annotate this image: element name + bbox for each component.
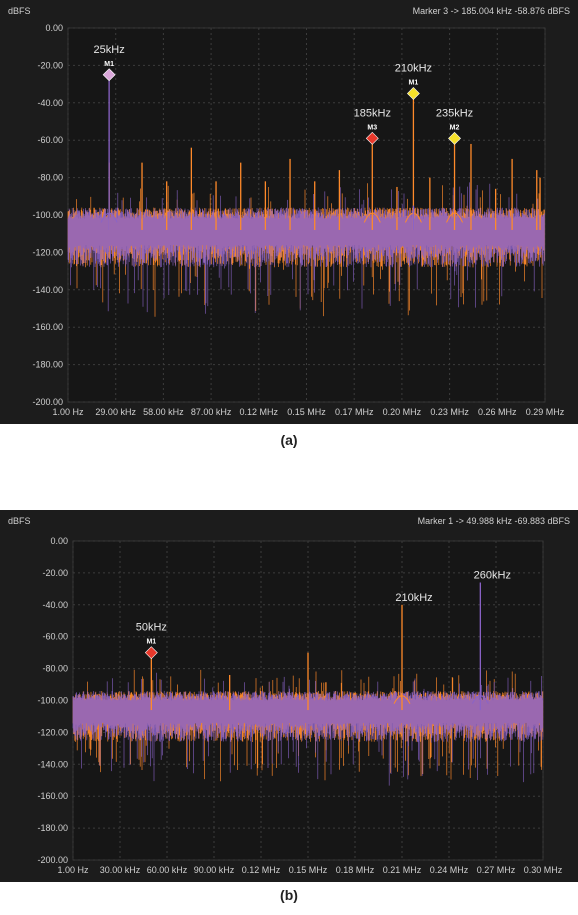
- y-tick-label: -140.00: [32, 285, 63, 295]
- unit-label: dBFS: [8, 6, 31, 16]
- marker-readout: Marker 1 -> 49.988 kHz -69.883 dBFS: [418, 516, 570, 526]
- marker-freq-label: 235kHz: [436, 107, 473, 119]
- x-tick-label: 30.00 kHz: [100, 865, 141, 875]
- spectrum-chart-a: dBFS Marker 3 -> 185.004 kHz -58.876 dBFS…: [8, 6, 570, 417]
- marker-diamond: [448, 131, 461, 145]
- y-tick-label: -160.00: [32, 322, 63, 332]
- y-tick-label: -160.00: [37, 791, 68, 801]
- marker-freq-label: 25kHz: [94, 44, 125, 56]
- y-tick-label: -140.00: [37, 759, 68, 769]
- y-tick-label: -200.00: [32, 397, 63, 407]
- x-tick-label: 90.00 kHz: [194, 865, 235, 875]
- y-tick-label: -60.00: [37, 135, 63, 145]
- marker-freq-label: 50kHz: [136, 622, 167, 634]
- x-tick-label: 0.20 MHz: [383, 407, 422, 417]
- spectrum-panel-b: dBFS Marker 1 -> 49.988 kHz -69.883 dBFS 0…: [0, 510, 578, 882]
- x-tick-label: 1.00 Hz: [52, 407, 84, 417]
- x-tick-label: 0.27 MHz: [477, 865, 516, 875]
- x-tick-label: 0.30 MHz: [524, 865, 563, 875]
- noise-band: [67, 182, 545, 314]
- x-tick-label: 87.00 kHz: [191, 407, 232, 417]
- x-tick-label: 0.29 MHz: [526, 407, 565, 417]
- y-tick-label: -40.00: [42, 600, 68, 610]
- x-tick-label: 0.26 MHz: [478, 407, 517, 417]
- y-tick-label: -200.00: [37, 855, 68, 865]
- peak-skirt: [446, 212, 463, 223]
- peak-skirt: [100, 212, 118, 223]
- x-tick-label: 58.00 kHz: [143, 407, 184, 417]
- y-tick-label: -180.00: [37, 823, 68, 833]
- marker-diamond: [406, 87, 420, 100]
- spectrum-panel-a: dBFS Marker 3 -> 185.004 kHz -58.876 dBFS…: [0, 0, 578, 424]
- x-tick-label: 0.17 MHz: [335, 407, 374, 417]
- x-tick-label: 1.00 Hz: [57, 865, 89, 875]
- marker-tag: M1: [146, 639, 156, 646]
- y-tick-label: -100.00: [37, 696, 68, 706]
- y-tick-label: -100.00: [32, 210, 63, 220]
- x-tick-label: 0.15 MHz: [287, 407, 326, 417]
- marker-freq-label: 210kHz: [395, 62, 432, 74]
- x-tick-label: 0.15 MHz: [289, 865, 328, 875]
- y-tick-label: -40.00: [37, 98, 63, 108]
- y-tick-label: -20.00: [42, 568, 68, 578]
- y-tick-label: 0.00: [50, 536, 68, 546]
- x-tick-label: 0.24 MHz: [430, 865, 469, 875]
- peak-freq-label: 260kHz: [474, 569, 511, 581]
- unit-label: dBFS: [8, 516, 31, 526]
- x-tick-label: 60.00 kHz: [147, 865, 188, 875]
- y-tick-label: -80.00: [42, 664, 68, 674]
- marker-diamond: [365, 131, 379, 145]
- y-tick-label: -120.00: [37, 727, 68, 737]
- y-tick-label: -120.00: [32, 247, 63, 257]
- y-tick-label: -60.00: [42, 632, 68, 642]
- peak-skirt: [393, 695, 411, 704]
- x-tick-label: 0.12 MHz: [242, 865, 281, 875]
- marker-freq-label: 185kHz: [354, 107, 391, 119]
- marker-tag: M3: [367, 124, 377, 131]
- figure-caption-b: (b): [280, 887, 298, 903]
- marker-tag: M1: [104, 61, 114, 68]
- y-tick-label: -180.00: [32, 360, 63, 370]
- peak-skirt: [363, 212, 381, 223]
- marker-diamond: [102, 68, 116, 82]
- y-tick-label: -80.00: [37, 173, 63, 183]
- x-tick-label: 0.23 MHz: [430, 407, 469, 417]
- marker-readout: Marker 3 -> 185.004 kHz -58.876 dBFS: [413, 6, 570, 16]
- x-tick-label: 0.12 MHz: [240, 407, 279, 417]
- x-tick-label: 0.21 MHz: [383, 865, 422, 875]
- figure-caption-a: (a): [280, 432, 298, 448]
- x-tick-label: 29.00 kHz: [95, 407, 136, 417]
- peak-freq-label: 210kHz: [395, 592, 432, 604]
- peak-skirt: [471, 695, 489, 704]
- marker-tag: M2: [450, 124, 460, 131]
- y-tick-label: -20.00: [37, 60, 63, 70]
- spectrum-chart-b: dBFS Marker 1 -> 49.988 kHz -69.883 dBFS 0…: [8, 516, 570, 875]
- marker-diamond: [144, 646, 158, 660]
- y-tick-label: 0.00: [45, 23, 63, 33]
- noise-band: [72, 672, 544, 786]
- marker-tag: M1: [409, 79, 419, 86]
- x-tick-label: 0.18 MHz: [336, 865, 375, 875]
